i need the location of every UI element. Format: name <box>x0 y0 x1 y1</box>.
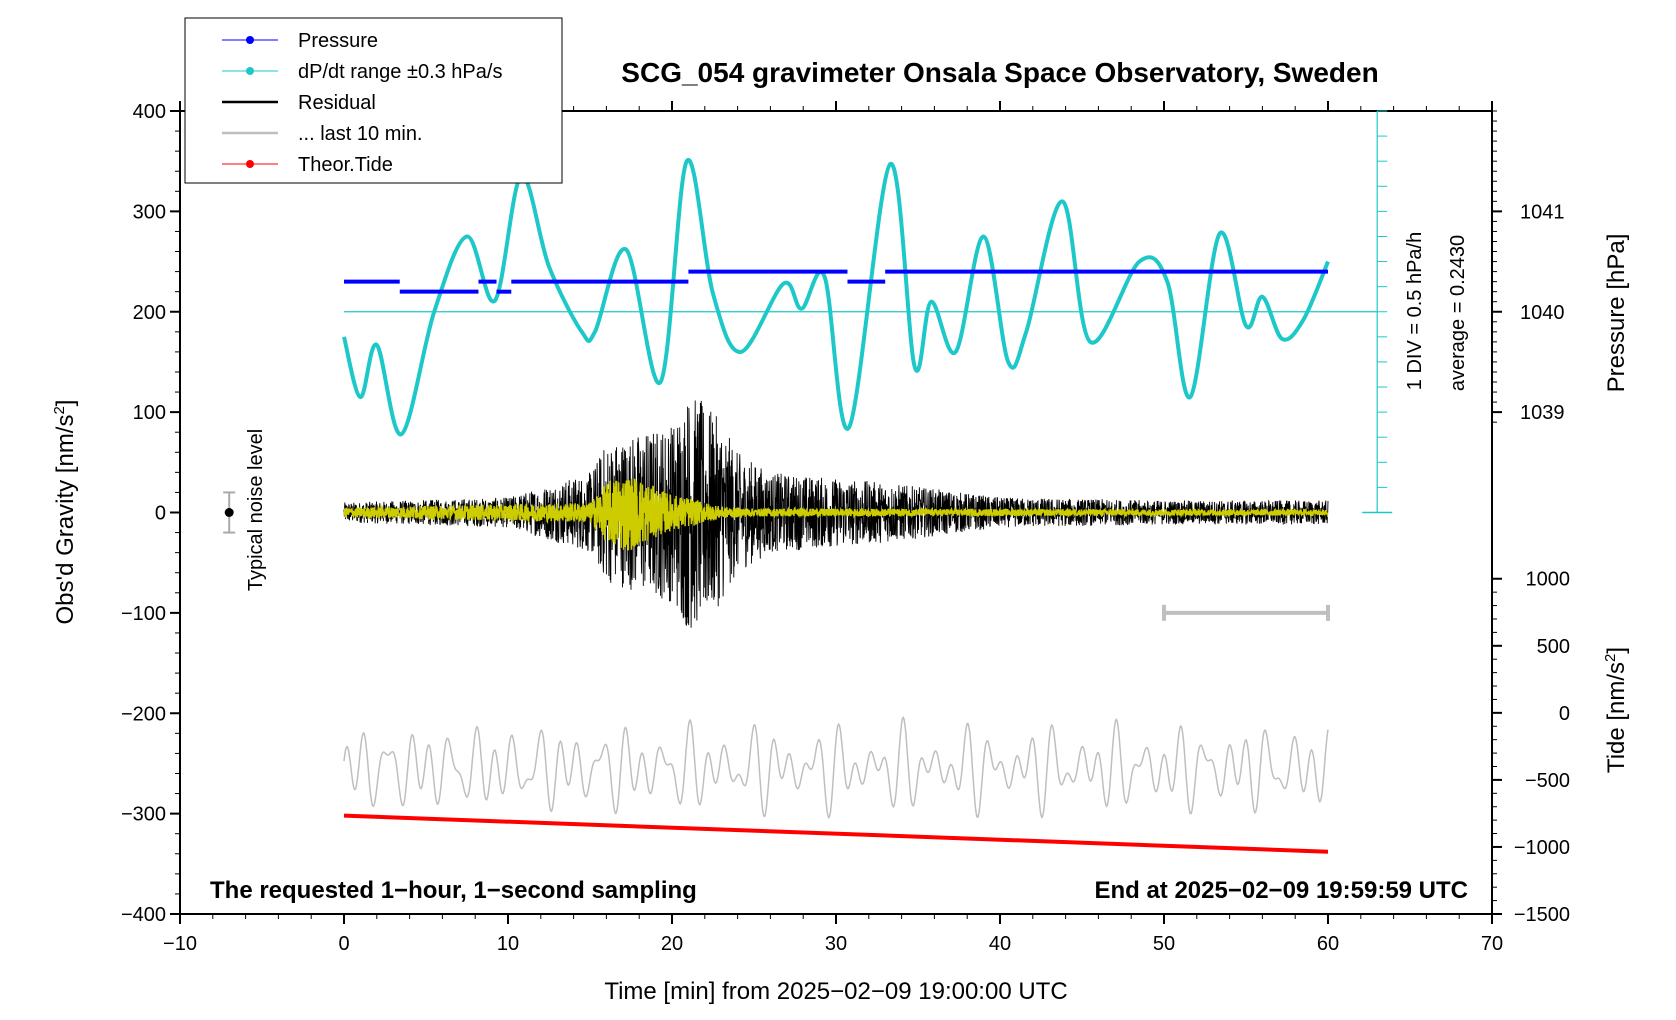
last-10-min-bar <box>1162 604 1330 621</box>
dpdt-line <box>342 158 1330 437</box>
noise-level-label: Typical noise level <box>245 429 267 591</box>
pressure-axis-ticks: 1041 1040 1039 <box>1492 110 1565 424</box>
tide-tick-label: −1500 <box>1514 904 1570 926</box>
y-tick-label: 400 <box>133 101 166 123</box>
legend-dot-theor-tide <box>246 160 254 168</box>
dpdt-series <box>342 158 1330 437</box>
noise-level-marker <box>223 491 236 534</box>
tide-tick-label: −500 <box>1525 770 1570 792</box>
y-axis-ticks: 400 300 200 100 0 −100 −200 −300 −400 <box>121 101 180 926</box>
x-tick-label: 0 <box>338 933 349 955</box>
y-tick-label: −100 <box>121 603 166 625</box>
legend-label-residual: Residual <box>298 92 376 114</box>
y-tick-label: −300 <box>121 804 166 826</box>
x-tick-label: −10 <box>163 933 197 955</box>
legend-box <box>184 17 563 184</box>
pressure-scale-ruler <box>1362 110 1393 514</box>
y-tick-label: −200 <box>121 703 166 725</box>
tide-tick-label: −1000 <box>1514 837 1570 859</box>
y-axis-title: Obs'd Gravity [nm/s2] <box>51 400 79 625</box>
residual-filtered-series <box>343 478 1329 551</box>
y-tick-label: 200 <box>133 302 166 324</box>
tide-tick-label: 0 <box>1559 703 1570 725</box>
chart-title: SCG_054 gravimeter Onsala Space Observat… <box>621 57 1378 88</box>
last-10-min-series <box>343 715 1329 819</box>
average-label: average = 0.2430 <box>1447 235 1469 391</box>
y-tick-label: 100 <box>133 402 166 424</box>
tide-line <box>343 813 1329 854</box>
x-axis-ticks: −10 0 10 20 30 40 50 60 70 <box>163 101 1503 955</box>
legend-label-theor-tide: Theor.Tide <box>298 154 393 176</box>
x-tick-label: 70 <box>1481 933 1503 955</box>
x-axis-title: Time [min] from 2025−02−09 19:00:00 UTC <box>604 978 1067 1005</box>
y-tick-label: 0 <box>155 503 166 525</box>
pressure-tick-label: 1041 <box>1520 201 1565 223</box>
last-10-min-line <box>343 715 1329 819</box>
tide-tick-label: 500 <box>1537 636 1570 658</box>
residual-filtered-line <box>343 478 1329 551</box>
legend-label-dp-dt-range-0-3-hpa-s: dP/dt range ±0.3 hPa/s <box>298 61 502 83</box>
x-tick-label: 50 <box>1153 933 1175 955</box>
x-tick-label: 20 <box>661 933 683 955</box>
tide-series <box>343 813 1329 854</box>
x-tick-label: 40 <box>989 933 1011 955</box>
legend-dot-dp-dt-range-0-3-hpa-s <box>246 67 254 75</box>
tide-axis-title: Tide [nm/s2] <box>1602 647 1630 773</box>
pressure-tick-label: 1039 <box>1520 402 1565 424</box>
legend-label-pressure: Pressure <box>298 30 378 52</box>
legend-dot-pressure <box>246 36 254 44</box>
end-time-note: End at 2025−02−09 19:59:59 UTC <box>1094 877 1468 904</box>
scale-div-label: 1 DIV = 0.5 hPa/h <box>1404 232 1426 390</box>
legend-label-last-10-min: ... last 10 min. <box>298 123 423 145</box>
noise-dot <box>224 508 234 517</box>
x-tick-label: 10 <box>497 933 519 955</box>
sampling-note: The requested 1−hour, 1−second sampling <box>210 877 697 904</box>
tide-axis-ticks: 1000 500 0 −500 −1000 −1500 <box>1492 569 1570 926</box>
x-tick-label: 30 <box>825 933 847 955</box>
y-tick-label: 300 <box>133 201 166 223</box>
tide-tick-label: 1000 <box>1526 569 1571 591</box>
y-tick-label: −400 <box>121 904 166 926</box>
pressure-series <box>344 269 1328 294</box>
pressure-tick-label: 1040 <box>1520 302 1565 324</box>
legend: Pressure dP/dt range ±0.3 hPa/s Residual..… <box>184 17 563 184</box>
pressure-axis-title: Pressure [hPa] <box>1603 234 1630 393</box>
x-tick-label: 60 <box>1317 933 1339 955</box>
